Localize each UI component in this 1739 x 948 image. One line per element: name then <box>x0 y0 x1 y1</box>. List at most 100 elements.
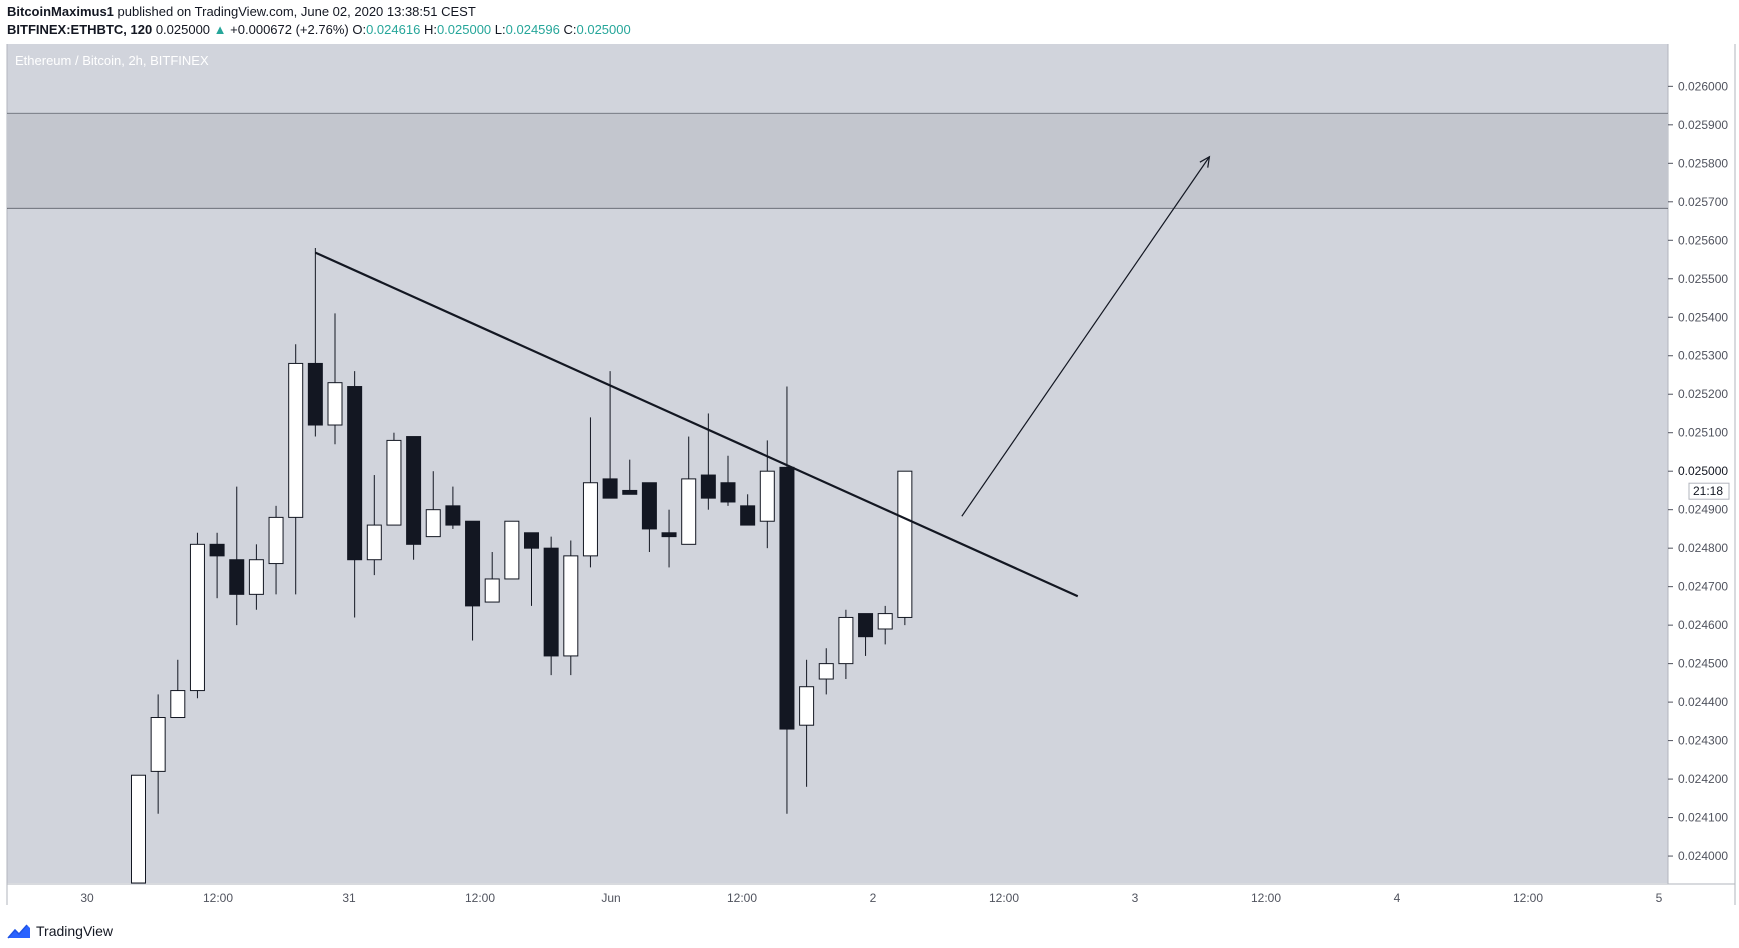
candle-body-bull <box>150 717 166 772</box>
time-tick-label: Jun <box>601 891 620 905</box>
candle <box>268 505 284 595</box>
candle <box>681 436 697 545</box>
candle-body-bear <box>524 532 539 549</box>
change-up-icon: ▲ <box>213 22 227 37</box>
candle <box>858 613 874 656</box>
candle <box>582 417 598 568</box>
candle <box>484 552 500 603</box>
candle <box>150 694 166 814</box>
candle-body-bull <box>759 470 775 522</box>
open-label: O: <box>352 22 367 37</box>
candle <box>131 774 146 884</box>
candle-body-bear <box>622 489 638 495</box>
last-price-label: 0.025000 <box>1678 464 1728 478</box>
author-name[interactable]: BitcoinMaximus1 <box>7 4 114 19</box>
close-value: 0.025000 <box>576 22 631 37</box>
candle-body-bear <box>209 543 225 557</box>
candle-body-bear <box>406 436 422 545</box>
time-tick-label: 4 <box>1394 891 1401 905</box>
candle <box>229 486 245 626</box>
price-tick-label: 0.025100 <box>1678 426 1728 440</box>
price-tick-label: 0.026000 <box>1678 79 1728 93</box>
price-tick-label: 0.024300 <box>1678 734 1728 748</box>
open-value: 0.024616 <box>366 22 421 37</box>
price-tick-label: 0.025400 <box>1678 310 1728 324</box>
candle-body-bull <box>268 516 284 565</box>
high-value: 0.025000 <box>436 22 492 37</box>
candle-body-bull <box>131 774 146 884</box>
time-tick-label: 12:00 <box>465 891 495 905</box>
candle <box>563 540 579 676</box>
time-tick-label: 12:00 <box>989 891 1019 905</box>
price-change: +0.000672 (+2.76%) <box>230 22 349 37</box>
candle-body-bear <box>307 362 323 426</box>
countdown-label: 21:18 <box>1693 484 1723 498</box>
price-tick-label: 0.025600 <box>1678 233 1728 247</box>
candle <box>779 386 795 814</box>
price-tick-label: 0.024900 <box>1678 503 1728 517</box>
candle-body-bull <box>366 524 382 561</box>
publication-info: BitcoinMaximus1 published on TradingView… <box>7 4 476 19</box>
candle-body-bull <box>897 470 913 618</box>
candle <box>465 520 481 641</box>
candle <box>209 532 225 599</box>
resistance-zone <box>7 113 1668 209</box>
candle-body-bear <box>543 547 559 657</box>
tradingview-logo-icon <box>7 924 30 939</box>
price-tick-label: 0.025900 <box>1678 118 1728 132</box>
candle <box>347 371 363 618</box>
price-tick-label: 0.024700 <box>1678 580 1728 594</box>
candle <box>877 605 893 645</box>
candle-body-bull <box>838 616 854 665</box>
brand-name: TradingView <box>36 923 114 939</box>
high-label: H: <box>423 22 437 37</box>
candle <box>602 371 618 499</box>
candle-body-bull <box>170 690 186 719</box>
tradingview-brand[interactable]: TradingView <box>7 921 113 941</box>
time-tick-label: 30 <box>80 891 94 905</box>
last-price: 0.025000 <box>155 22 211 37</box>
candle <box>661 509 677 568</box>
price-tick-label: 0.024000 <box>1678 849 1728 863</box>
candle-body-bull <box>327 382 343 426</box>
candle <box>288 344 304 595</box>
candle <box>327 313 343 445</box>
candle <box>386 432 402 526</box>
candle-body-bull <box>425 509 441 538</box>
price-tick-label: 0.025300 <box>1678 349 1728 363</box>
candle-body-bull <box>504 520 520 580</box>
price-tick-label: 0.025200 <box>1678 387 1728 401</box>
time-tick-label: 12:00 <box>1513 891 1543 905</box>
countdown-badge <box>1688 482 1730 500</box>
price-tick-label: 0.024600 <box>1678 618 1728 632</box>
low-value: 0.024596 <box>505 22 560 37</box>
candle <box>838 609 854 680</box>
time-tick-label: 12:00 <box>203 891 233 905</box>
candle-body-bull <box>681 478 697 545</box>
symbol-label: BITFINEX:ETHBTC, 120 <box>7 22 153 37</box>
candle-body-bull <box>484 578 500 603</box>
price-tick-label: 0.024400 <box>1678 695 1728 709</box>
price-axis-panel <box>1668 44 1735 883</box>
price-tick-label: 0.024200 <box>1678 772 1728 786</box>
low-label: L: <box>494 22 506 37</box>
candle-body-bull <box>288 362 304 518</box>
candle-body-bull <box>563 555 579 657</box>
candle <box>543 536 559 676</box>
candle-body-bear <box>779 466 795 730</box>
candle-body-bull <box>189 543 205 692</box>
candle <box>248 544 264 610</box>
candle <box>504 520 520 580</box>
candle-body-bear <box>720 482 736 503</box>
candle <box>406 436 422 560</box>
candle-body-bear <box>740 505 756 526</box>
candle <box>189 532 205 699</box>
chart-title: Ethereum / Bitcoin, 2h, BITFINEX <box>15 53 209 68</box>
price-tick-label: 0.025500 <box>1678 272 1728 286</box>
time-tick-label: 5 <box>1656 891 1663 905</box>
candle <box>897 470 913 626</box>
candle-body-bull <box>386 439 402 526</box>
ohlc-legend: BITFINEX:ETHBTC, 120 0.025000 ▲ +0.00067… <box>7 22 631 37</box>
candle-body-bull <box>248 559 264 595</box>
